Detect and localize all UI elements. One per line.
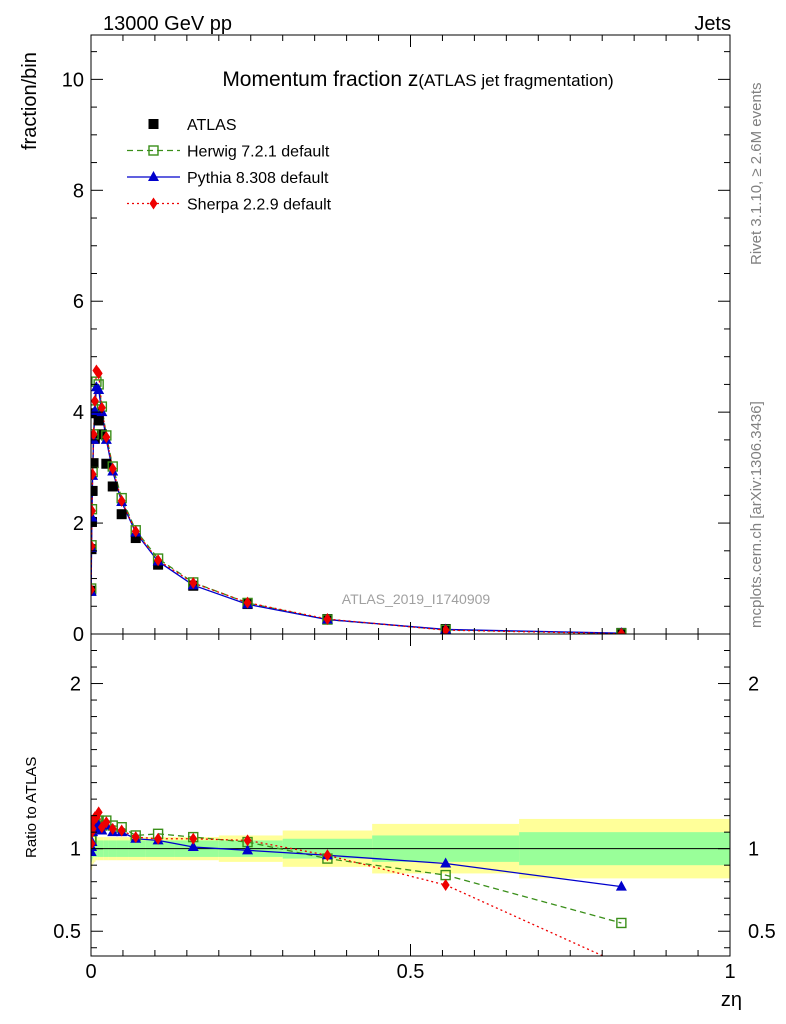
ratio-y-tick-label-right: 2	[748, 674, 759, 696]
sherpa-point	[91, 504, 96, 517]
sherpa-ratio-point	[323, 849, 332, 862]
pythia-ratio-point	[242, 844, 254, 855]
sherpa-point	[108, 462, 117, 475]
legend-marker-atlas	[148, 119, 159, 129]
sherpa-ratio-point	[243, 834, 252, 847]
legend-label-sherpa: Sherpa 2.2.9 default	[187, 197, 332, 214]
sherpa-point	[91, 428, 98, 441]
legend-entry-pythia: Pythia 8.308 default	[127, 170, 329, 187]
process-label: Jets	[694, 13, 731, 35]
legend-entry-herwig: Herwig 7.2.1 default	[127, 144, 330, 161]
sherpa-point	[117, 494, 126, 507]
sherpa-ratio-point	[102, 816, 111, 829]
x-axis-label: zη	[721, 989, 742, 1011]
sherpa-point	[91, 468, 97, 481]
y-tick-label: 0	[73, 624, 84, 646]
sherpa-point	[91, 583, 96, 596]
pythia-ratio-point	[615, 880, 627, 891]
chart-title-main: Momentum fraction z	[222, 68, 418, 91]
ratio-y-tick-label: 1	[70, 839, 81, 861]
ratio-frame	[90, 633, 731, 957]
legend-entry-atlas: ATLAS	[148, 117, 237, 134]
atlas-point	[107, 481, 118, 492]
ratio-y-axis-label: Ratio to ATLAS	[23, 757, 40, 858]
sherpa-ratio-point	[108, 822, 117, 835]
sherpa-ratio-point	[131, 831, 140, 844]
sherpa-point	[131, 525, 140, 538]
pythia-point	[93, 383, 105, 394]
y-tick-label: 2	[73, 513, 84, 535]
atlas-point	[93, 415, 104, 426]
legend-entry-sherpa: Sherpa 2.2.9 default	[127, 197, 332, 214]
legend-label-pythia: Pythia 8.308 default	[187, 170, 329, 187]
sherpa-point	[323, 613, 332, 626]
rivet-label: Rivet 3.1.10, ≥ 2.6M events	[748, 83, 765, 266]
chart-title-sub: (ATLAS jet fragmentation)	[418, 71, 613, 90]
analysis-label: ATLAS_2019_I1740909	[342, 591, 491, 607]
chart-title: Momentum fraction z(ATLAS jet fragmentat…	[222, 68, 613, 91]
sherpa-point	[97, 401, 106, 414]
herwig-ratio-point	[616, 917, 627, 929]
y-tick-label: 6	[73, 291, 84, 313]
sherpa-point	[243, 596, 252, 609]
main-panel: 0 2 4 6 8 10 fraction/bin Momentum fraction z…	[19, 34, 731, 646]
sherpa-ratio-point	[441, 878, 450, 891]
sherpa-ratio-point	[117, 824, 126, 837]
legend-marker-herwig	[148, 145, 159, 156]
y-tick-label: 10	[62, 69, 84, 91]
legend-marker-sherpa	[149, 197, 158, 210]
legend-label-herwig: Herwig 7.2.1 default	[187, 144, 330, 161]
atlas-point	[91, 516, 97, 527]
mcplots-label: mcplots.cern.ch [arXiv:1306.3436]	[748, 401, 765, 628]
sherpa-point	[617, 627, 626, 634]
pythia-ratio-point	[187, 841, 199, 852]
x-tick-label: 0	[85, 961, 96, 983]
sherpa-point	[91, 395, 99, 408]
atlas-point	[101, 458, 112, 469]
atlas-point	[91, 458, 99, 469]
ratio-y-tick-label-right: 0.5	[748, 921, 776, 943]
x-tick-label: 0.5	[397, 961, 425, 983]
sherpa-point	[189, 576, 198, 589]
sherpa-point	[102, 431, 111, 444]
y-tick-label: 4	[73, 402, 84, 424]
sherpa-ratio-point	[189, 832, 198, 845]
sherpa-point	[154, 554, 163, 567]
clipped-group	[91, 806, 730, 956]
legend: ATLAS Herwig 7.2.1 default Pythia 8.308 de…	[127, 117, 332, 214]
y-axis-label: fraction/bin	[19, 52, 41, 150]
y-tick-label: 8	[73, 180, 84, 202]
ratio-y-tick-label: 0.5	[53, 921, 81, 943]
atlas-point	[116, 509, 127, 520]
sherpa-point	[94, 367, 103, 380]
legend-marker-pythia	[148, 171, 159, 181]
x-tick-label: 1	[724, 961, 735, 983]
ratio-y-tick-label-right: 1	[748, 839, 759, 861]
atlas-point	[130, 533, 141, 544]
ratio-y-tick-label: 2	[70, 674, 81, 696]
atlas-point	[91, 485, 98, 496]
energy-label: 13000 GeV pp	[103, 13, 232, 35]
sherpa-ratio-point	[91, 837, 96, 850]
ratio-panel: 0.5 0.51 12 2 0 0.5 1 Ratio to ATLAS zη	[23, 633, 776, 1011]
pythia-ratio-point	[440, 857, 452, 868]
legend-label-atlas: ATLAS	[187, 117, 237, 134]
sherpa-ratio-point	[154, 832, 163, 845]
sherpa-point	[91, 540, 96, 553]
sherpa-point	[441, 624, 450, 634]
